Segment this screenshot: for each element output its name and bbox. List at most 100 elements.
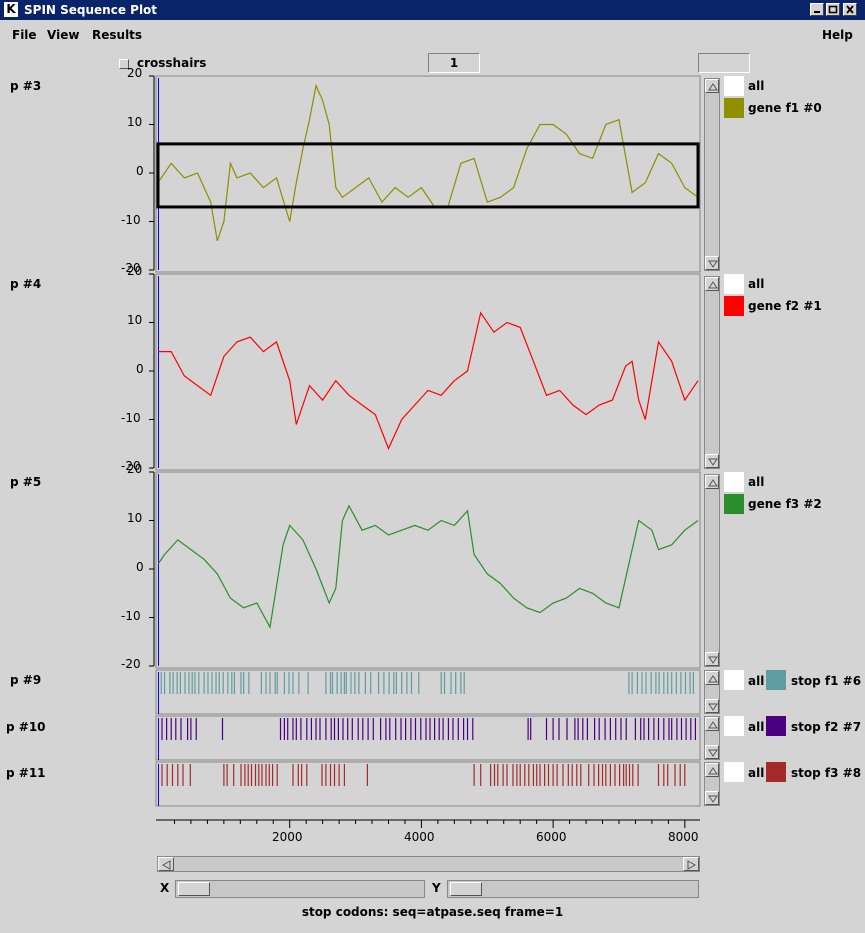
- maximize-button[interactable]: [826, 3, 840, 16]
- plot-panel-frame: [155, 471, 701, 669]
- scroll-up-button[interactable]: [705, 717, 719, 731]
- scroll-up-button[interactable]: [705, 277, 719, 291]
- arrow-up-icon: [708, 721, 718, 729]
- legend-stop-f1-swatch[interactable]: [766, 670, 786, 690]
- scroll-left-button[interactable]: [158, 857, 174, 871]
- close-button[interactable]: [843, 3, 857, 16]
- vscroll-p11[interactable]: [704, 762, 720, 806]
- arrow-left-icon: [161, 860, 171, 870]
- stop-panel-frame: [155, 761, 701, 807]
- legend-all-swatch[interactable]: [724, 274, 744, 294]
- xtick-2000: 2000: [272, 830, 303, 844]
- menu-bar: File View Results Help: [0, 22, 865, 48]
- panel-number-field[interactable]: 1: [428, 53, 480, 73]
- plot-panel-frame: [155, 273, 701, 471]
- legend-stop-f3-label: stop f3 #8: [791, 766, 862, 780]
- scroll-right-button[interactable]: [683, 857, 699, 871]
- legend-all-label: all: [748, 720, 765, 734]
- legend-gene-f1-swatch[interactable]: [724, 98, 744, 118]
- scroll-down-button[interactable]: [705, 256, 719, 270]
- menu-results[interactable]: Results: [92, 28, 143, 42]
- y-zoom-slider[interactable]: [447, 880, 699, 898]
- scroll-down-button[interactable]: [705, 699, 719, 713]
- x-zoom-thumb[interactable]: [178, 882, 210, 896]
- arrow-up-icon: [708, 767, 718, 775]
- x-zoom-label: X: [160, 881, 170, 895]
- selection-box[interactable]: [156, 142, 700, 209]
- scroll-down-button[interactable]: [705, 791, 719, 805]
- scroll-up-button[interactable]: [705, 671, 719, 685]
- legend-all-swatch[interactable]: [724, 76, 744, 96]
- legend-gene-f3-swatch[interactable]: [724, 494, 744, 514]
- arrow-down-icon: [708, 260, 718, 268]
- legend-stop-f3-swatch[interactable]: [766, 762, 786, 782]
- menu-help[interactable]: Help: [822, 28, 853, 42]
- xtick-6000: 6000: [536, 830, 567, 844]
- x-zoom-slider[interactable]: [175, 880, 425, 898]
- vscroll-p4[interactable]: [704, 276, 720, 469]
- xtick-4000: 4000: [404, 830, 435, 844]
- crosshairs-checkbox[interactable]: [119, 59, 129, 69]
- legend-all-label: all: [748, 674, 765, 688]
- ytick-p3-0: 0: [136, 164, 144, 178]
- horizontal-scrollbar[interactable]: [157, 856, 700, 872]
- legend-gene-f2-swatch[interactable]: [724, 296, 744, 316]
- crosshairs-label: crosshairs: [137, 56, 207, 70]
- y-zoom-label: Y: [432, 881, 441, 895]
- scroll-up-button[interactable]: [705, 79, 719, 93]
- arrow-down-icon: [708, 749, 718, 757]
- legend-all-swatch[interactable]: [724, 762, 744, 782]
- panel-label-p10: p #10: [6, 720, 46, 734]
- ytick-p5-0: 0: [136, 560, 144, 574]
- legend-all-swatch[interactable]: [724, 472, 744, 492]
- vscroll-p9[interactable]: [704, 670, 720, 714]
- scroll-down-button[interactable]: [705, 745, 719, 759]
- ytick-p3-20: 20: [127, 66, 143, 80]
- panel-label-p5: p #5: [10, 475, 42, 489]
- scroll-down-button[interactable]: [705, 652, 719, 666]
- legend-all-swatch[interactable]: [724, 670, 744, 690]
- status-text: stop codons: seq=atpase.seq frame=1: [301, 905, 564, 919]
- series-line-2: [158, 311, 699, 451]
- ytick-p3-neg20: -20: [121, 261, 141, 275]
- series-line-3: [157, 504, 699, 630]
- menu-view[interactable]: View: [47, 28, 80, 42]
- vscroll-p3[interactable]: [704, 78, 720, 271]
- scroll-down-button[interactable]: [705, 454, 719, 468]
- legend-gene-f3-label: gene f3 #2: [748, 497, 822, 511]
- arrow-right-icon: [687, 860, 697, 870]
- y-zoom-thumb[interactable]: [450, 882, 482, 896]
- app-icon[interactable]: K: [4, 2, 18, 17]
- scroll-up-button[interactable]: [705, 763, 719, 777]
- ytick-p4-neg20: -20: [121, 459, 141, 473]
- stop-panel-frame: [155, 715, 701, 761]
- title-bar: K SPIN Sequence Plot: [0, 0, 865, 20]
- ytick-p5-neg10: -10: [121, 609, 141, 623]
- legend-all-label: all: [748, 277, 765, 291]
- vscroll-p5[interactable]: [704, 474, 720, 667]
- plot-panel-frame: [155, 75, 701, 273]
- menu-file[interactable]: File: [12, 28, 37, 42]
- arrow-up-icon: [708, 83, 718, 91]
- scroll-up-button[interactable]: [705, 475, 719, 489]
- ytick-p5-20: 20: [127, 462, 143, 476]
- legend-all-label: all: [748, 766, 765, 780]
- arrow-down-icon: [708, 458, 718, 466]
- legend-gene-f1-label: gene f1 #0: [748, 101, 822, 115]
- ytick-p5-neg20: -20: [121, 657, 141, 671]
- ytick-p4-10: 10: [127, 313, 143, 327]
- arrow-up-icon: [708, 675, 718, 683]
- legend-all-swatch[interactable]: [724, 716, 744, 736]
- vscroll-p10[interactable]: [704, 716, 720, 760]
- minimize-button[interactable]: [810, 3, 824, 16]
- ytick-p3-neg10: -10: [121, 213, 141, 227]
- ytick-p5-10: 10: [127, 511, 143, 525]
- ytick-p4-20: 20: [127, 264, 143, 278]
- legend-all-label: all: [748, 475, 765, 489]
- stop-panel-frame: [155, 669, 701, 715]
- xtick-8000: 8000: [668, 830, 699, 844]
- value-field[interactable]: [698, 53, 750, 73]
- legend-stop-f2-label: stop f2 #7: [791, 720, 862, 734]
- legend-stop-f2-swatch[interactable]: [766, 716, 786, 736]
